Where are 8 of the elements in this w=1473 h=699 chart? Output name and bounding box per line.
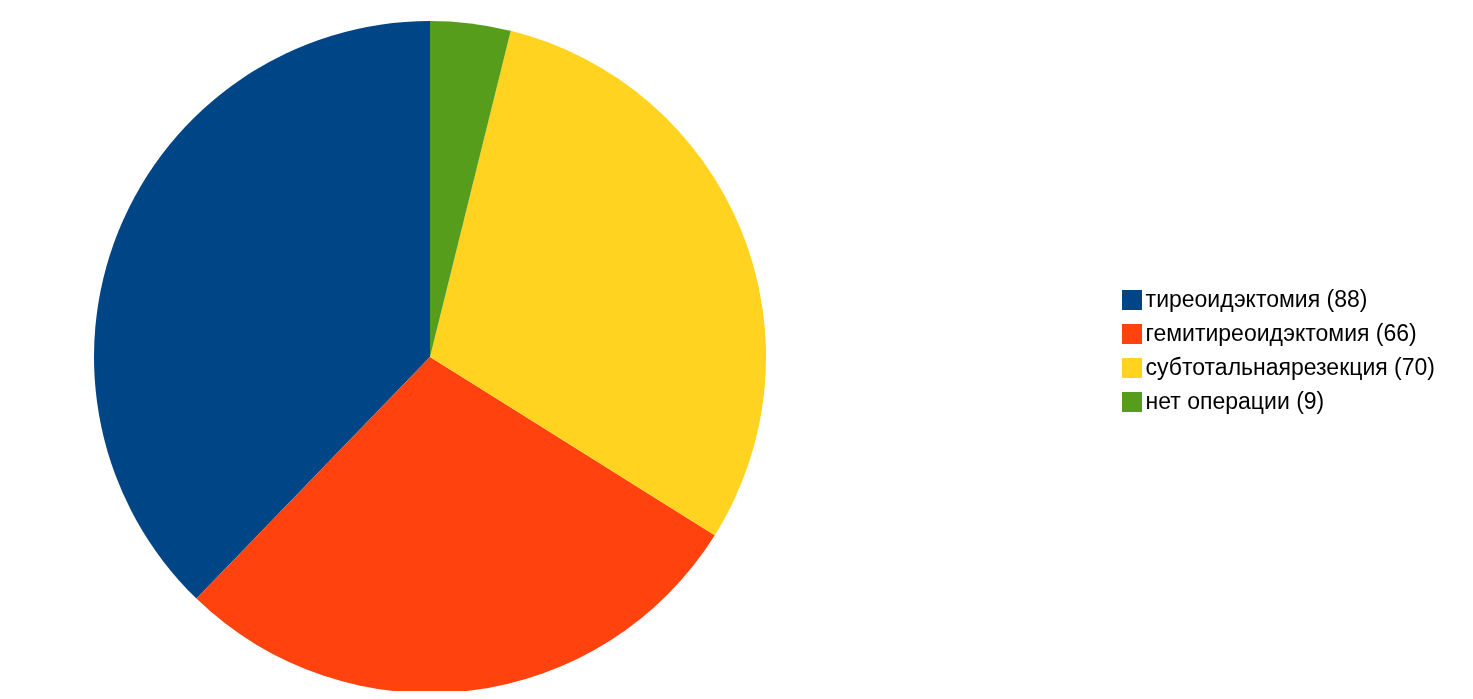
legend-label: нет операции (9) <box>1145 387 1325 414</box>
legend-label: субтотальнаярезекция (70) <box>1145 353 1435 380</box>
pie-slice <box>196 357 715 691</box>
pie-slice <box>430 21 511 357</box>
pie-slice <box>94 21 430 599</box>
legend-label: тиреоидэктомия (88) <box>1145 285 1368 312</box>
pie-slice <box>430 30 766 536</box>
legend-label: гемитиреоидэктомия (66) <box>1145 319 1417 346</box>
